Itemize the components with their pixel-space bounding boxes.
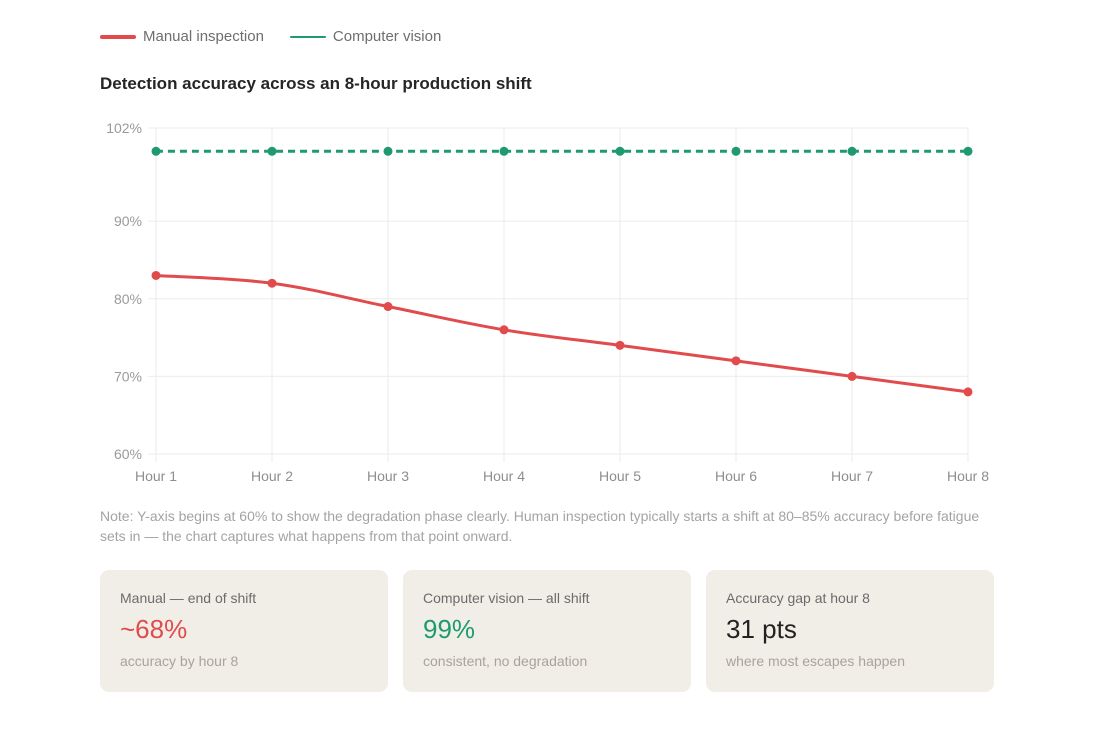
- chart-note: Note: Y-axis begins at 60% to show the d…: [100, 508, 980, 544]
- summary-cards: Manual — end of shift ~68% accuracy by h…: [100, 570, 994, 692]
- card-subtext: where most escapes happen: [726, 653, 905, 669]
- card-label: Accuracy gap at hour 8: [726, 590, 870, 606]
- data-point-computer-vision: [615, 146, 625, 156]
- chart-title: Detection accuracy across an 8-hour prod…: [100, 74, 532, 93]
- x-tick-label: Hour 3: [367, 468, 409, 484]
- card-value: 99%: [423, 614, 476, 644]
- y-tick-label: 90%: [114, 213, 142, 229]
- data-point-computer-vision: [499, 146, 509, 156]
- legend-label-manual: Manual inspection: [143, 28, 264, 45]
- data-point-manual-inspection: [267, 278, 277, 288]
- data-point-manual-inspection: [151, 270, 161, 280]
- legend-swatch-cv: [289, 35, 326, 38]
- x-tick-label: Hour 4: [483, 468, 525, 484]
- data-point-manual-inspection: [963, 387, 973, 397]
- y-tick-label: 80%: [114, 291, 142, 307]
- legend-swatch-manual: [100, 34, 136, 39]
- legend-item-manual-inspection[interactable]: Manual inspection: [100, 28, 264, 45]
- card-manual-end-of-shift: Manual — end of shift ~68% accuracy by h…: [100, 570, 388, 692]
- data-point-computer-vision: [383, 146, 393, 156]
- chart-legend: Manual inspection Computer vision: [100, 28, 467, 45]
- card-label: Computer vision — all shift: [423, 590, 590, 606]
- x-tick-label: Hour 8: [947, 468, 989, 484]
- x-tick-label: Hour 1: [135, 468, 177, 484]
- data-point-computer-vision: [731, 146, 741, 156]
- card-label: Manual — end of shift: [120, 590, 257, 606]
- data-point-computer-vision: [963, 146, 973, 156]
- series-line-manual-inspection: [155, 273, 969, 394]
- data-point-manual-inspection: [731, 356, 741, 366]
- card-value: 31 pts: [726, 614, 797, 644]
- line-chart: 60% 70% 80% 90% 102% Hour 1 Hour 2 Hour 3 Hour 4…: [106, 120, 989, 484]
- data-point-computer-vision: [267, 146, 277, 156]
- data-point-manual-inspection: [383, 302, 393, 312]
- x-tick-label: Hour 2: [251, 468, 293, 484]
- card-subtext: accuracy by hour 8: [120, 653, 239, 669]
- y-tick-label: 102%: [106, 120, 142, 136]
- card-accuracy-gap: Accuracy gap at hour 8 31 pts where most…: [706, 570, 994, 692]
- x-tick-label: Hour 5: [599, 468, 641, 484]
- card-value: ~68%: [120, 614, 188, 644]
- y-tick-label: 60%: [114, 446, 142, 462]
- card-subtext: consistent, no degradation: [423, 653, 588, 669]
- y-tick-label: 70%: [114, 368, 142, 384]
- data-point-computer-vision: [847, 146, 857, 156]
- data-point-manual-inspection: [499, 325, 509, 335]
- data-point-computer-vision: [151, 146, 161, 156]
- data-point-manual-inspection: [615, 340, 625, 350]
- x-tick-label: Hour 6: [715, 468, 757, 484]
- legend-item-computer-vision[interactable]: Computer vision: [289, 28, 442, 45]
- legend-label-cv: Computer vision: [332, 28, 442, 45]
- data-point-manual-inspection: [847, 371, 857, 381]
- x-tick-label: Hour 7: [831, 468, 873, 484]
- card-computer-vision-all-shift: Computer vision — all shift 99% consiste…: [403, 570, 691, 692]
